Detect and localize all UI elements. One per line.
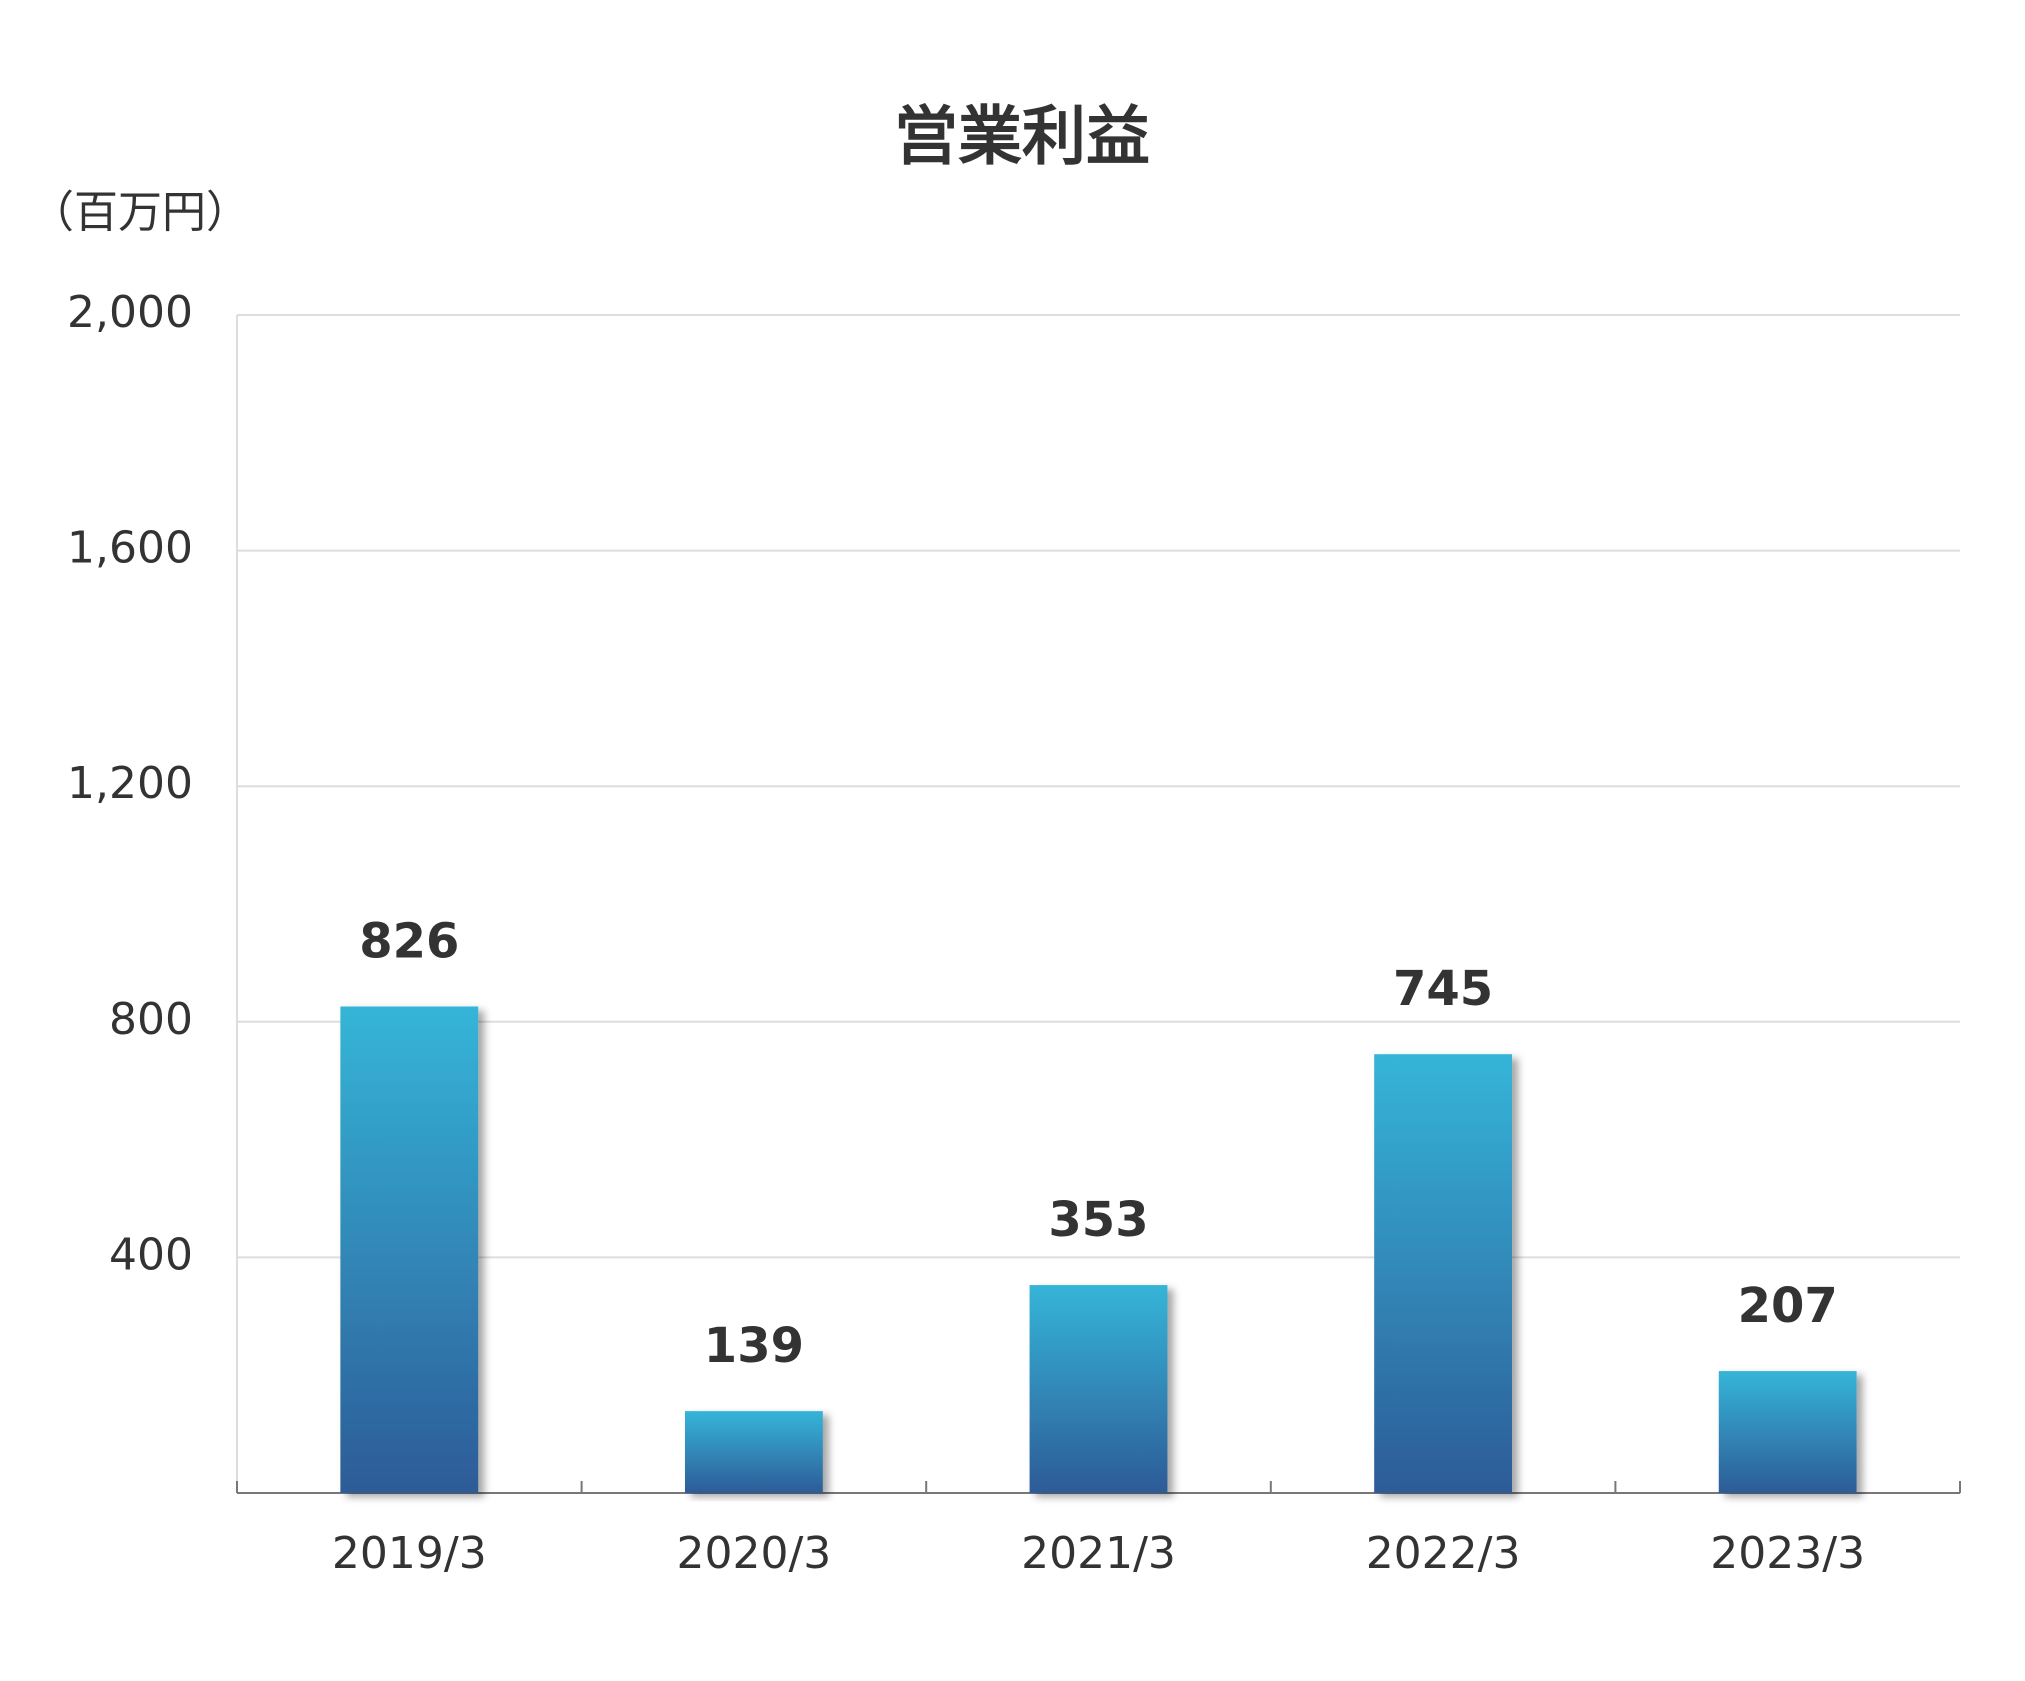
y-tick-label: 2,000: [67, 287, 193, 338]
value-label: 353: [1048, 1192, 1148, 1248]
y-tick-label: 800: [109, 994, 193, 1045]
x-tick-label: 2021/3: [1021, 1528, 1176, 1579]
y-tick-label: 400: [109, 1229, 193, 1280]
bar: [1374, 1054, 1513, 1493]
bar: [684, 1411, 823, 1493]
bar: [1718, 1371, 1857, 1493]
bar: [340, 1006, 479, 1493]
value-label: 745: [1393, 961, 1493, 1017]
y-axis-label: （百万円）: [30, 187, 250, 238]
x-tick-label: 2022/3: [1366, 1528, 1521, 1579]
y-tick-label: 1,600: [67, 523, 193, 574]
value-label: 207: [1738, 1278, 1838, 1334]
x-tick-label: 2019/3: [332, 1528, 487, 1579]
x-tick-label: 2023/3: [1710, 1528, 1865, 1579]
x-tick-label: 2020/3: [677, 1528, 832, 1579]
chart-title: 営業利益: [894, 101, 1150, 175]
bar: [1029, 1285, 1168, 1493]
value-label: 826: [359, 913, 459, 969]
value-label: 139: [704, 1318, 804, 1374]
y-tick-label: 1,200: [67, 758, 193, 809]
